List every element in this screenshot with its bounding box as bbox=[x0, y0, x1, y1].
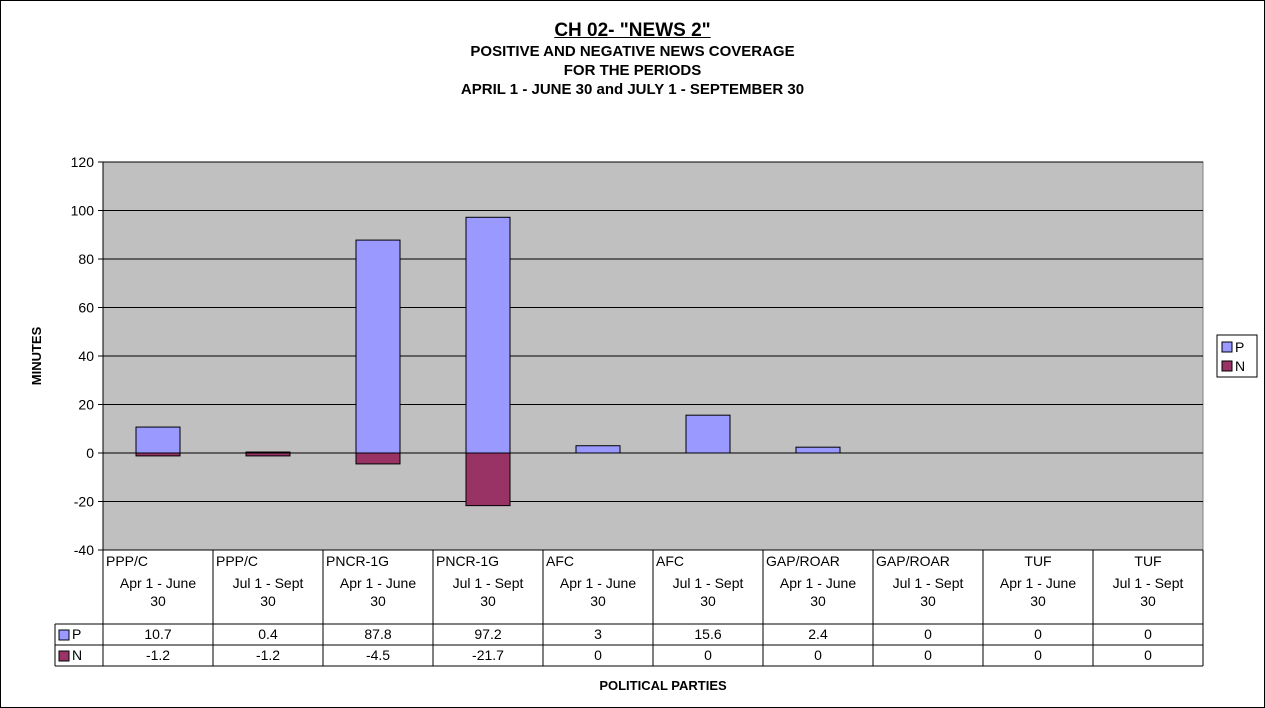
category-period-label-cont: 30 bbox=[810, 593, 826, 609]
bar-N-3 bbox=[465, 452, 511, 507]
y-tick-label: 100 bbox=[71, 203, 95, 219]
data-label-P-8: 0 bbox=[1034, 626, 1042, 642]
y-tick-label: 120 bbox=[71, 154, 95, 170]
category-period-label: Jul 1 - Sept bbox=[673, 575, 744, 591]
bar-P-4 bbox=[575, 445, 621, 454]
category-period-label: Jul 1 - Sept bbox=[893, 575, 964, 591]
category-party-label: PPP/C bbox=[216, 553, 258, 569]
chart-subtitle-line-3: APRIL 1 - JUNE 30 and JULY 1 - SEPTEMBER… bbox=[460, 81, 805, 98]
category-period-label-cont: 30 bbox=[1030, 593, 1046, 609]
category-party-label: AFC bbox=[546, 553, 574, 569]
chart-subtitle-line-2: FOR THE PERIODS bbox=[563, 62, 702, 79]
data-label-N-0: -1.2 bbox=[146, 647, 170, 663]
category-period-label: Apr 1 - June bbox=[780, 575, 856, 591]
data-label-P-9: 0 bbox=[1144, 626, 1152, 642]
category-period-label: Apr 1 - June bbox=[120, 575, 196, 591]
table-series-label: P bbox=[72, 626, 81, 642]
y-axis-title: MINUTES bbox=[29, 326, 44, 385]
y-tick-label: -40 bbox=[74, 542, 94, 558]
category-party-label: PNCR-1G bbox=[436, 553, 499, 569]
category-party-label: TUF bbox=[1134, 553, 1161, 569]
chart-title: CH 02- "NEWS 2" bbox=[554, 20, 711, 41]
bar-P-5 bbox=[685, 414, 731, 454]
data-label-P-0: 10.7 bbox=[144, 626, 171, 642]
category-party-label: PPP/C bbox=[106, 553, 148, 569]
category-period-label-cont: 30 bbox=[480, 593, 496, 609]
category-party-label: AFC bbox=[656, 553, 684, 569]
data-label-N-2: -4.5 bbox=[366, 647, 390, 663]
category-period-label: Jul 1 - Sept bbox=[233, 575, 304, 591]
y-tick-label: 60 bbox=[78, 300, 94, 316]
bar-P-0 bbox=[135, 426, 181, 454]
data-label-N-1: -1.2 bbox=[256, 647, 280, 663]
data-label-N-5: 0 bbox=[704, 647, 712, 663]
data-label-N-7: 0 bbox=[924, 647, 932, 663]
data-label-P-7: 0 bbox=[924, 626, 932, 642]
data-label-N-8: 0 bbox=[1034, 647, 1042, 663]
category-period-label-cont: 30 bbox=[150, 593, 166, 609]
category-period-label-cont: 30 bbox=[700, 593, 716, 609]
category-period-label-cont: 30 bbox=[920, 593, 936, 609]
bar-P-2 bbox=[355, 239, 401, 454]
category-period-label-cont: 30 bbox=[590, 593, 606, 609]
data-label-N-6: 0 bbox=[814, 647, 822, 663]
category-period-label-cont: 30 bbox=[260, 593, 276, 609]
category-period-label-cont: 30 bbox=[1140, 593, 1156, 609]
y-tick-label: -20 bbox=[74, 494, 94, 510]
table-legend-key-N bbox=[58, 650, 70, 662]
table-legend-key-P bbox=[58, 629, 70, 641]
data-label-P-5: 15.6 bbox=[694, 626, 721, 642]
category-party-label: GAP/ROAR bbox=[876, 553, 950, 569]
y-tick-label: 20 bbox=[78, 397, 94, 413]
category-period-label: Jul 1 - Sept bbox=[453, 575, 524, 591]
data-label-P-3: 97.2 bbox=[474, 626, 501, 642]
data-label-N-3: -21.7 bbox=[472, 647, 504, 663]
y-tick-label: 80 bbox=[78, 251, 94, 267]
y-tick-label: 0 bbox=[86, 445, 94, 461]
bar-N-2 bbox=[355, 452, 401, 465]
category-party-label: GAP/ROAR bbox=[766, 553, 840, 569]
data-label-N-4: 0 bbox=[594, 647, 602, 663]
data-label-N-9: 0 bbox=[1144, 647, 1152, 663]
data-label-P-6: 2.4 bbox=[808, 626, 828, 642]
category-party-label: PNCR-1G bbox=[326, 553, 389, 569]
data-label-P-2: 87.8 bbox=[364, 626, 391, 642]
data-label-P-4: 3 bbox=[594, 626, 602, 642]
category-period-label-cont: 30 bbox=[370, 593, 386, 609]
legend-key-P bbox=[1221, 341, 1233, 353]
legend-label-N: N bbox=[1235, 358, 1245, 374]
chart-title-block: CH 02- "NEWS 2" POSITIVE AND NEGATIVE NE… bbox=[0, 20, 1265, 99]
category-party-label: TUF bbox=[1024, 553, 1051, 569]
category-period-label: Jul 1 - Sept bbox=[1113, 575, 1184, 591]
category-period-label: Apr 1 - June bbox=[340, 575, 416, 591]
bar-P-3 bbox=[465, 216, 511, 454]
category-period-label: Apr 1 - June bbox=[1000, 575, 1076, 591]
bar-P-6 bbox=[795, 446, 841, 454]
table-series-label: N bbox=[72, 647, 82, 663]
data-label-P-1: 0.4 bbox=[258, 626, 278, 642]
category-period-label: Apr 1 - June bbox=[560, 575, 636, 591]
chart-subtitle-line-1: POSITIVE AND NEGATIVE NEWS COVERAGE bbox=[470, 43, 795, 60]
legend-label-P: P bbox=[1235, 339, 1244, 355]
x-axis-title: POLITICAL PARTIES bbox=[599, 678, 727, 693]
legend-key-N bbox=[1221, 360, 1233, 372]
y-tick-label: 40 bbox=[78, 348, 94, 364]
